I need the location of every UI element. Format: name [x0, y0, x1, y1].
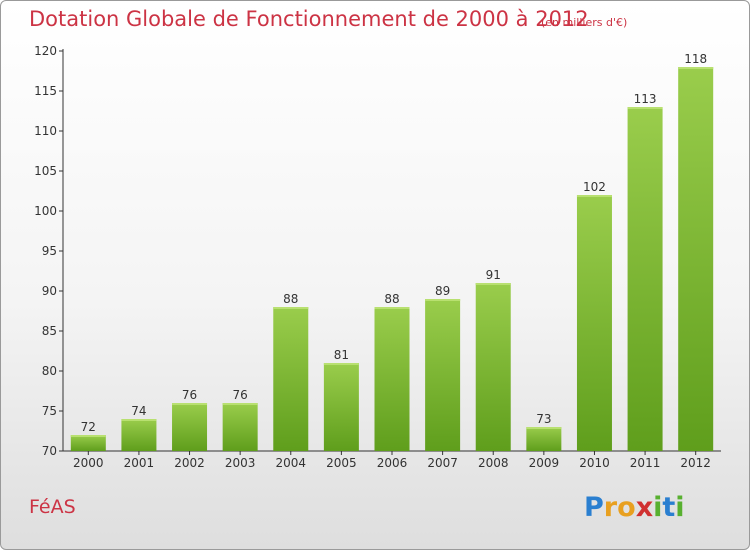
- bar-2004: [273, 307, 309, 451]
- bar-top-edge: [425, 299, 461, 301]
- chart-subtitle: (en milliers d'€): [541, 16, 628, 29]
- x-tick-label: 2012: [680, 456, 711, 470]
- bar-top-edge: [222, 403, 258, 405]
- x-tick-label: 2001: [124, 456, 155, 470]
- bar-top-edge: [323, 363, 359, 365]
- bar-2011: [627, 107, 663, 451]
- bar-value-label: 102: [583, 180, 606, 194]
- y-tick-label: 85: [42, 324, 57, 338]
- bar-2003: [222, 403, 258, 451]
- logo-letter: x: [635, 492, 654, 523]
- bar-value-label: 89: [435, 284, 450, 298]
- bar-2007: [425, 299, 461, 451]
- bar-top-edge: [627, 107, 663, 109]
- y-tick-label: 110: [34, 124, 57, 138]
- bar-top-edge: [678, 67, 714, 69]
- y-tick-label: 100: [34, 204, 57, 218]
- bar-top-edge: [526, 427, 562, 429]
- bar-top-edge: [475, 283, 511, 285]
- y-tick-label: 80: [42, 364, 57, 378]
- bar-top-edge: [273, 307, 309, 309]
- logo-letter: r: [603, 492, 618, 523]
- x-tick-label: 2005: [326, 456, 357, 470]
- bar-2009: [526, 427, 562, 451]
- x-tick-label: 2000: [73, 456, 104, 470]
- bar-value-label: 81: [334, 348, 349, 362]
- bar-2008: [475, 283, 511, 451]
- bar-2000: [70, 435, 106, 451]
- bar-top-edge: [121, 419, 157, 421]
- bar-2005: [323, 363, 359, 451]
- logo-letter: t: [662, 492, 676, 523]
- bar-value-label: 74: [131, 404, 146, 418]
- x-tick-label: 2003: [225, 456, 256, 470]
- y-tick-label: 115: [34, 84, 57, 98]
- bar-2006: [374, 307, 410, 451]
- y-tick-label: 70: [42, 444, 57, 458]
- x-tick-label: 2008: [478, 456, 509, 470]
- y-tick-label: 105: [34, 164, 57, 178]
- x-tick-label: 2009: [529, 456, 560, 470]
- bar-value-label: 113: [634, 92, 657, 106]
- bar-top-edge: [576, 195, 612, 197]
- y-tick-label: 95: [42, 244, 57, 258]
- proxiti-logo: Proxiti: [584, 492, 685, 523]
- bar-2001: [121, 419, 157, 451]
- y-tick-label: 120: [34, 44, 57, 58]
- x-tick-label: 2010: [579, 456, 610, 470]
- y-tick-label: 90: [42, 284, 57, 298]
- bar-value-label: 118: [684, 52, 707, 66]
- logo-letter: i: [653, 492, 663, 523]
- logo-letter: i: [675, 492, 685, 523]
- bar-value-label: 88: [283, 292, 298, 306]
- logo-letter: o: [617, 492, 636, 523]
- chart-title: Dotation Globale de Fonctionnement de 20…: [29, 7, 589, 31]
- x-tick-label: 2011: [630, 456, 661, 470]
- commune-name: FéAS: [29, 496, 76, 518]
- bar-top-edge: [70, 435, 106, 437]
- bar-value-label: 76: [233, 388, 248, 402]
- bar-value-label: 72: [81, 420, 96, 434]
- bar-value-label: 88: [384, 292, 399, 306]
- bar-top-edge: [172, 403, 208, 405]
- bar-2002: [172, 403, 208, 451]
- x-tick-label: 2004: [275, 456, 306, 470]
- x-tick-label: 2006: [377, 456, 408, 470]
- bar-value-label: 73: [536, 412, 551, 426]
- x-tick-label: 2002: [174, 456, 205, 470]
- x-tick-label: 2007: [427, 456, 458, 470]
- bar-2010: [576, 195, 612, 451]
- bar-top-edge: [374, 307, 410, 309]
- y-tick-label: 75: [42, 404, 57, 418]
- bar-2012: [678, 67, 714, 451]
- bar-value-label: 91: [486, 268, 501, 282]
- bar-value-label: 76: [182, 388, 197, 402]
- logo-letter: P: [584, 492, 604, 523]
